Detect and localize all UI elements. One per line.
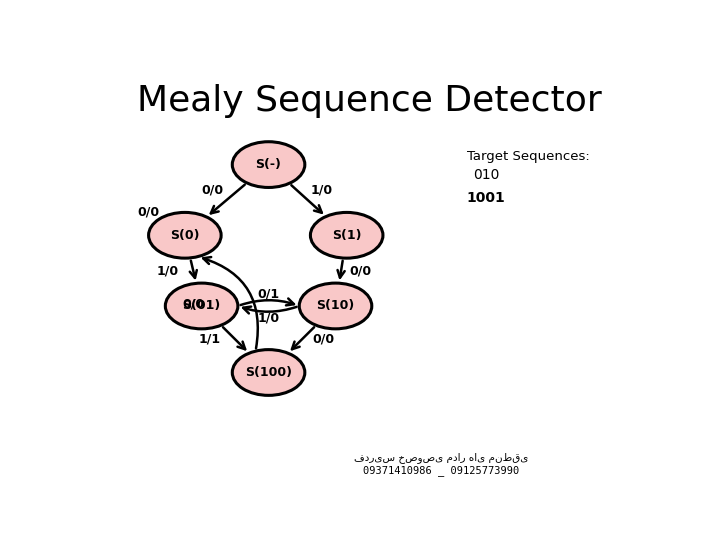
Text: 0/0: 0/0 xyxy=(312,333,334,346)
Ellipse shape xyxy=(310,212,383,258)
FancyArrowPatch shape xyxy=(223,327,246,349)
Ellipse shape xyxy=(300,283,372,329)
Text: S(01): S(01) xyxy=(182,300,221,313)
Text: 0/0: 0/0 xyxy=(138,206,160,219)
Text: Mealy Sequence Detector: Mealy Sequence Detector xyxy=(137,84,601,118)
Text: 1/1: 1/1 xyxy=(199,333,221,346)
FancyArrowPatch shape xyxy=(203,257,258,348)
Text: S(100): S(100) xyxy=(245,366,292,379)
Text: 1001: 1001 xyxy=(467,191,505,205)
Text: 09371410986 _ 09125773990: 09371410986 _ 09125773990 xyxy=(364,465,520,476)
FancyArrowPatch shape xyxy=(190,261,197,278)
Text: S(0): S(0) xyxy=(170,229,199,242)
Ellipse shape xyxy=(166,283,238,329)
FancyArrowPatch shape xyxy=(338,261,345,278)
FancyArrowPatch shape xyxy=(292,185,322,213)
Text: S(1): S(1) xyxy=(332,229,361,242)
Text: 1/0: 1/0 xyxy=(258,311,279,324)
FancyArrowPatch shape xyxy=(243,307,297,313)
Ellipse shape xyxy=(233,349,305,395)
Text: S(-): S(-) xyxy=(256,158,282,171)
Text: 1/0: 1/0 xyxy=(157,264,179,277)
Text: S(10): S(10) xyxy=(316,300,355,313)
FancyArrowPatch shape xyxy=(292,327,314,349)
Text: 0/0: 0/0 xyxy=(202,183,224,196)
Text: فدریس خصوصی مدار های منطقی: فدریس خصوصی مدار های منطقی xyxy=(354,453,528,463)
FancyArrowPatch shape xyxy=(158,226,169,246)
Text: 0/0: 0/0 xyxy=(350,264,372,277)
Text: 0/0: 0/0 xyxy=(182,298,204,310)
FancyArrowPatch shape xyxy=(211,185,245,213)
Text: 0/1: 0/1 xyxy=(258,288,279,301)
Text: 1/0: 1/0 xyxy=(310,183,333,196)
Ellipse shape xyxy=(233,141,305,187)
Ellipse shape xyxy=(148,212,221,258)
Text: Target Sequences:: Target Sequences: xyxy=(467,150,590,163)
FancyArrowPatch shape xyxy=(240,299,294,305)
Text: 010: 010 xyxy=(473,168,500,182)
